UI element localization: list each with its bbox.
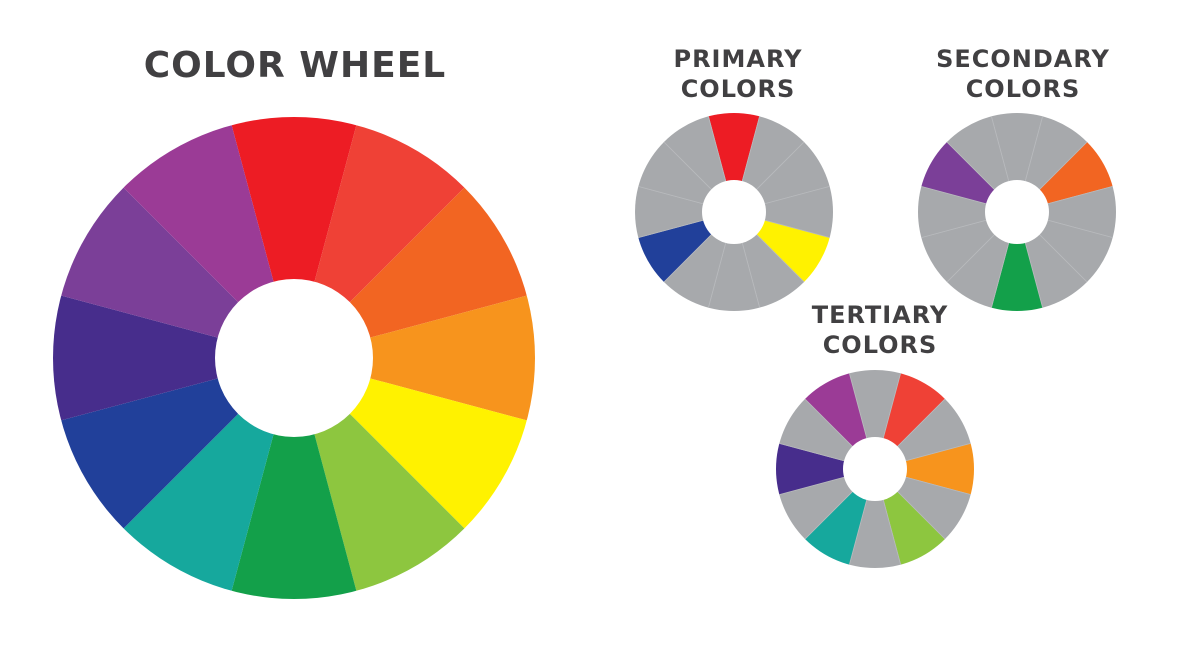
main-segment-red <box>228 117 360 305</box>
main-segment-red-orange <box>308 117 472 319</box>
main-segment-blue <box>53 372 255 536</box>
main-segment-orange <box>333 180 535 344</box>
main-color-wheel <box>53 117 535 599</box>
secondary-color-wheel <box>918 113 1116 311</box>
tertiary-colors-title: TERTIARY COLORS <box>750 300 1010 360</box>
tertiary-color-wheel <box>776 370 974 568</box>
main-segment-blue-green <box>116 397 280 599</box>
main-segment-yellow-green <box>308 397 472 599</box>
primary-colors-title: PRIMARY COLORS <box>608 44 868 104</box>
primary-title-line-1: PRIMARY <box>673 45 803 73</box>
primary-title-line-2: COLORS <box>680 75 796 103</box>
primary-color-wheel <box>635 113 833 311</box>
main-segment-red-violet <box>116 117 280 319</box>
main-segment-yellow <box>333 372 535 536</box>
tertiary-title-line-1: TERTIARY <box>811 301 949 329</box>
main-center-hole <box>215 279 373 437</box>
secondary-title-line-1: SECONDARY <box>936 45 1110 73</box>
secondary-center-hole <box>985 180 1049 244</box>
main-segment-blue-violet <box>53 292 241 424</box>
secondary-colors-title: SECONDARY COLORS <box>893 44 1153 104</box>
primary-center-hole <box>702 180 766 244</box>
main-segment-violet <box>53 180 255 344</box>
tertiary-title-line-2: COLORS <box>822 331 938 359</box>
main-segment-yellow-orange <box>347 292 535 424</box>
main-segment-green <box>228 411 360 599</box>
color-wheel-title: COLOR WHEEL <box>143 45 447 86</box>
secondary-title-line-2: COLORS <box>965 75 1081 103</box>
tertiary-center-hole <box>843 437 907 501</box>
